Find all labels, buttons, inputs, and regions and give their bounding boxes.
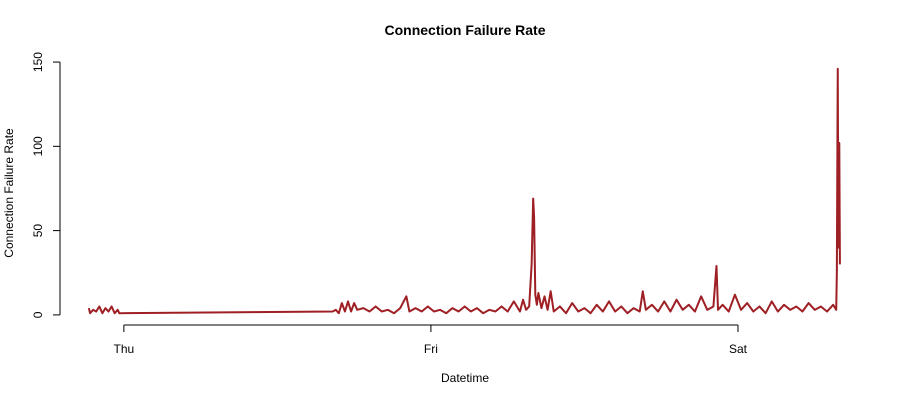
data-line [87, 67, 841, 315]
y-axis-label: Connection Failure Rate [2, 128, 16, 258]
x-tick-label: Fri [424, 342, 438, 356]
x-axis-label: Datetime [441, 371, 489, 385]
y-tick-label: 100 [31, 136, 45, 156]
y-tick-label: 50 [31, 224, 45, 238]
y-tick-label: 0 [31, 311, 45, 318]
x-tick-label: Sat [729, 342, 748, 356]
x-tick-label: Thu [114, 342, 135, 356]
chart-title: Connection Failure Rate [384, 22, 545, 38]
y-tick-label: 150 [31, 52, 45, 72]
